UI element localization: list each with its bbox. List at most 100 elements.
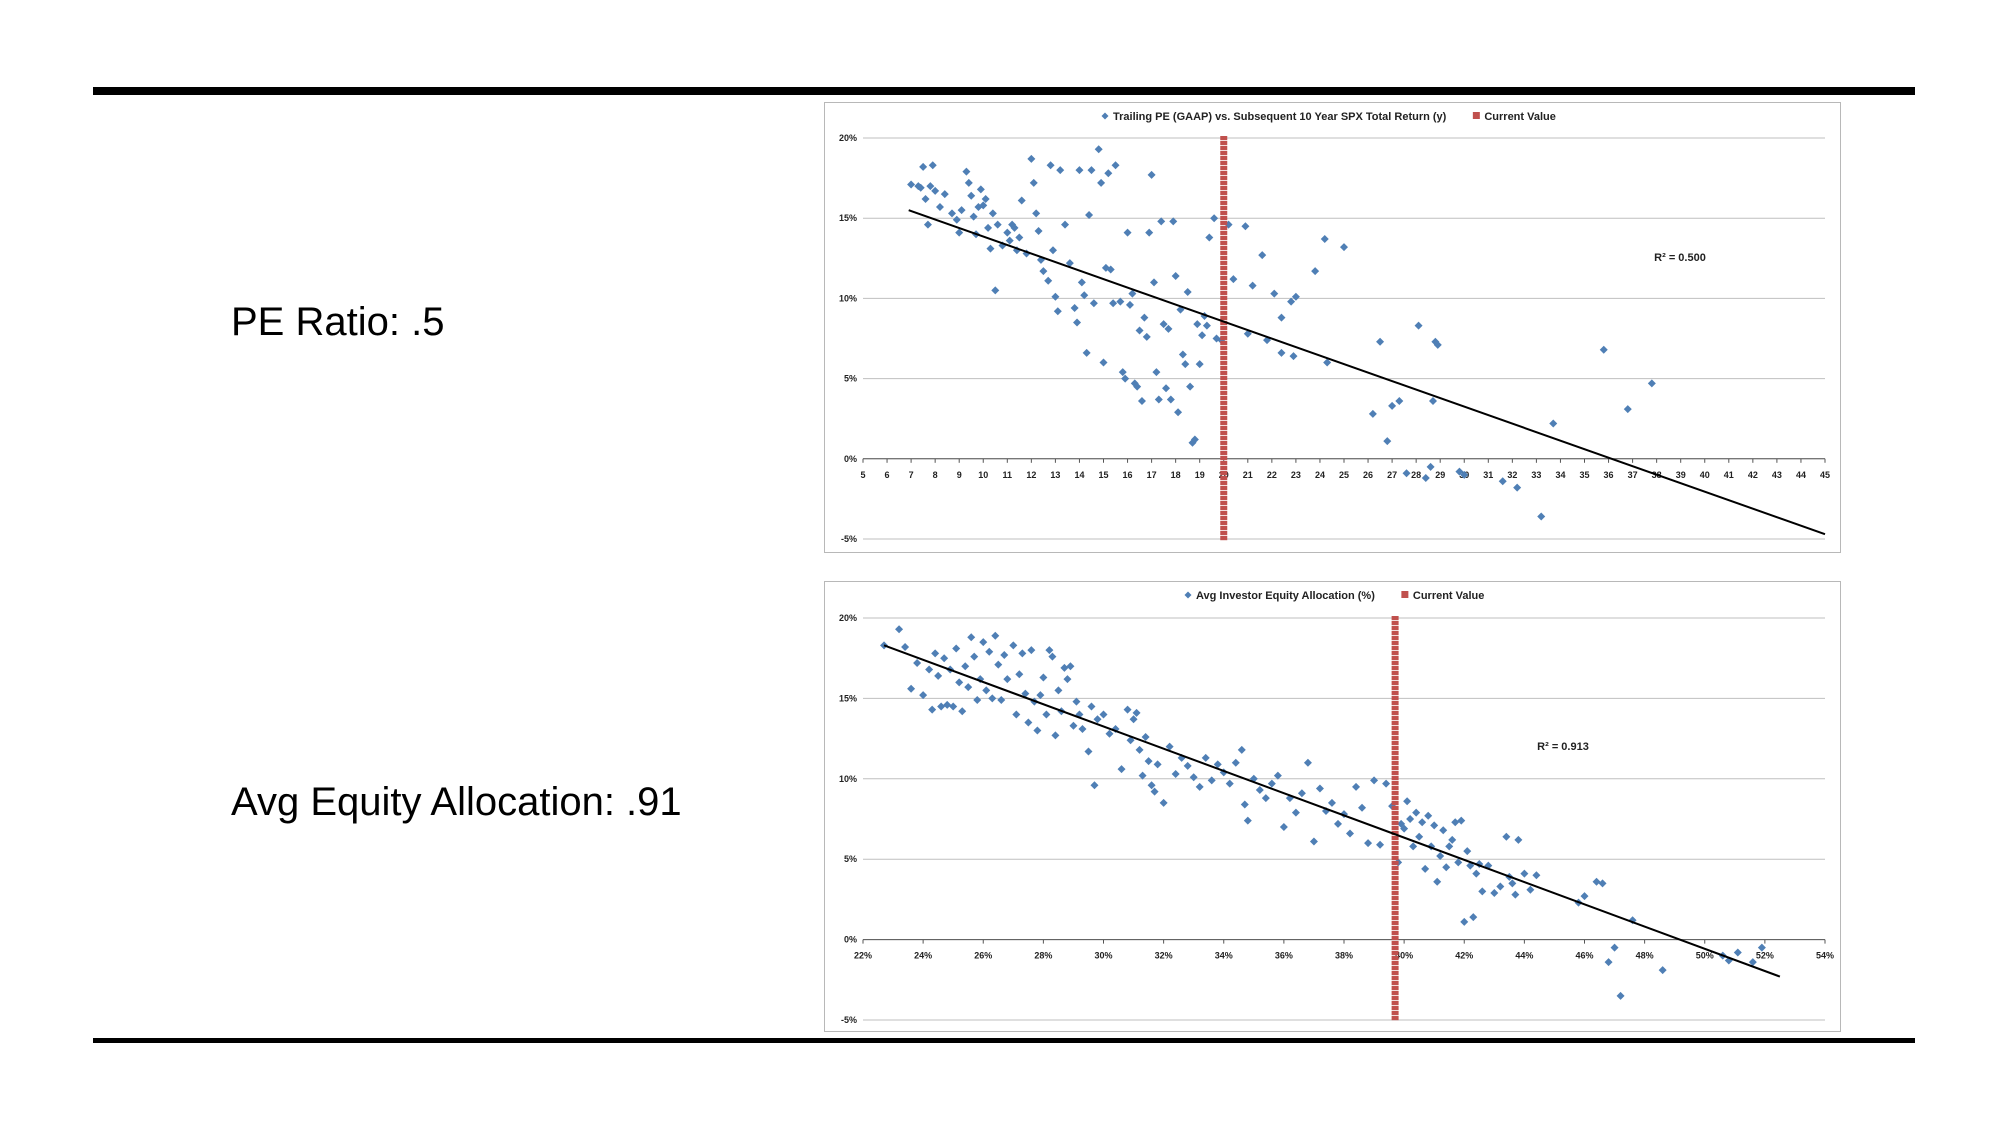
data-point [1051, 292, 1060, 301]
current-value-marker [1220, 531, 1228, 536]
data-point [1421, 864, 1430, 873]
data-point [934, 671, 943, 680]
data-point [1490, 888, 1499, 897]
data-point [1080, 291, 1089, 300]
current-value-marker [1220, 251, 1228, 256]
current-value-marker [1220, 191, 1228, 196]
data-point [1118, 368, 1127, 377]
data-point [1255, 786, 1264, 795]
data-point [1159, 320, 1168, 329]
data-point [1039, 673, 1048, 682]
x-tick-label: 31 [1483, 470, 1493, 480]
current-value-marker [1391, 1011, 1399, 1016]
data-point [1138, 771, 1147, 780]
data-point [1003, 228, 1012, 237]
current-value-marker [1391, 851, 1399, 856]
y-tick-label: -5% [841, 534, 857, 544]
current-value-marker [1391, 856, 1399, 861]
current-value-marker [1220, 506, 1228, 511]
y-tick-label: 0% [844, 454, 857, 464]
data-point [1147, 170, 1156, 179]
data-point [1297, 789, 1306, 798]
current-value-marker [1391, 676, 1399, 681]
data-point [1469, 913, 1478, 922]
current-value-marker [1391, 816, 1399, 821]
data-point [1219, 768, 1228, 777]
data-point [1195, 782, 1204, 791]
x-tick-label: 44 [1796, 470, 1806, 480]
data-point [925, 665, 934, 674]
data-point [1757, 943, 1766, 952]
data-point [937, 702, 946, 711]
current-value-marker [1220, 306, 1228, 311]
data-point [1599, 345, 1608, 354]
data-point [1056, 166, 1065, 175]
data-point [1104, 169, 1113, 178]
data-point [1273, 771, 1282, 780]
data-point [1424, 811, 1433, 820]
current-value-marker [1391, 696, 1399, 701]
data-point [1346, 829, 1355, 838]
data-point [967, 633, 976, 642]
data-point [976, 185, 985, 194]
current-value-marker [1391, 946, 1399, 951]
x-tick-label: 42 [1748, 470, 1758, 480]
data-point [1433, 877, 1442, 886]
data-point [1061, 220, 1070, 229]
data-point [1724, 956, 1733, 965]
current-value-marker [1391, 621, 1399, 626]
data-point [1165, 742, 1174, 751]
current-value-marker [1220, 436, 1228, 441]
data-point [1395, 397, 1404, 406]
data-point [928, 161, 937, 170]
data-point [1364, 839, 1373, 848]
current-value-marker [1220, 346, 1228, 351]
current-value-marker [1391, 681, 1399, 686]
current-value-marker [1220, 221, 1228, 226]
current-value-marker [1391, 716, 1399, 721]
data-point [955, 228, 964, 237]
data-point [1514, 835, 1523, 844]
data-point [1087, 702, 1096, 711]
data-point [1078, 724, 1087, 733]
data-point [1090, 781, 1099, 790]
data-point [1358, 803, 1367, 812]
data-point [1178, 350, 1187, 359]
current-value-marker [1391, 651, 1399, 656]
data-point [1454, 858, 1463, 867]
data-point [1414, 321, 1423, 330]
x-tick-label: 50% [1696, 951, 1714, 961]
data-point [1647, 379, 1656, 388]
data-point [1237, 745, 1246, 754]
current-value-marker [1220, 181, 1228, 186]
x-tick-label: 32% [1155, 951, 1173, 961]
y-tick-label: -5% [841, 1015, 857, 1025]
current-value-marker [1220, 496, 1228, 501]
data-point [961, 662, 970, 671]
data-point [1431, 337, 1440, 346]
current-value-marker [1391, 771, 1399, 776]
data-point [1048, 246, 1057, 255]
data-point [1748, 958, 1757, 967]
data-point [952, 215, 961, 224]
x-tick-label: 43 [1772, 470, 1782, 480]
current-value-marker [1220, 231, 1228, 236]
data-point [1478, 887, 1487, 896]
data-point [1157, 217, 1166, 226]
current-value-marker [1391, 846, 1399, 851]
y-tick-label: 15% [839, 213, 857, 223]
current-value-marker [1220, 246, 1228, 251]
x-tick-label: 22 [1267, 470, 1277, 480]
current-value-marker [1220, 401, 1228, 406]
data-point [1186, 382, 1195, 391]
current-value-marker [1220, 256, 1228, 261]
current-value-marker [1391, 746, 1399, 751]
x-tick-label: 29 [1435, 470, 1445, 480]
data-point [1009, 641, 1018, 650]
data-point [1433, 340, 1442, 349]
pe-chart-svg: -5% 0% 5% 10% 15% 20% 5 6 7 8 9 10 11 12 13 14 15 16 17 18 1… [839, 111, 1830, 544]
data-point [1598, 879, 1607, 888]
data-point [1142, 332, 1151, 341]
current-value-marker [1220, 391, 1228, 396]
x-tick-label: 11 [1003, 470, 1013, 480]
